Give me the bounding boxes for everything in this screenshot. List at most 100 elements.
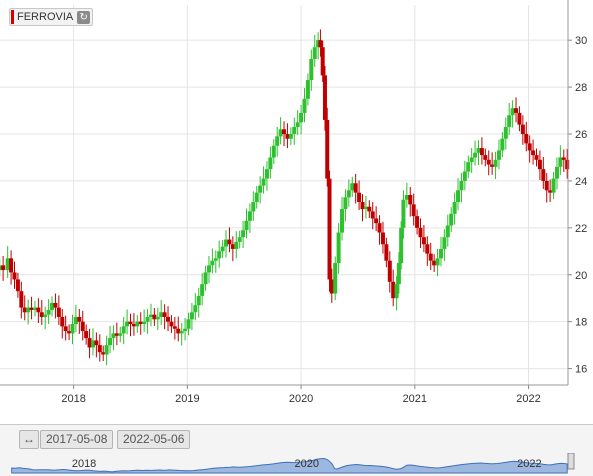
legend[interactable]: FERROVIA ↻: [9, 8, 94, 26]
candle-body: [278, 129, 283, 137]
candle-body: [282, 129, 287, 135]
candle-body: [318, 40, 323, 48]
candle-body: [524, 134, 529, 144]
candle-body: [162, 312, 167, 317]
candle-body: [210, 260, 215, 266]
candle-body: [411, 204, 416, 217]
candle-body: [288, 134, 293, 139]
navigator[interactable]: 2018 2020 2022: [0, 453, 593, 475]
candle-body: [87, 338, 92, 348]
candle-body: [43, 314, 48, 317]
y-tick-label: 28: [575, 82, 587, 94]
candle-body: [299, 112, 304, 123]
candle-body: [241, 230, 246, 238]
candle-body: [32, 307, 37, 310]
candle-body: [401, 199, 406, 228]
candle-body: [155, 316, 160, 320]
candle-body: [452, 202, 457, 214]
candle-body: [343, 197, 348, 210]
candle-body: [387, 260, 392, 282]
candle-body: [394, 284, 399, 299]
candle-body: [418, 227, 423, 238]
candle-body: [350, 183, 355, 191]
candle-body: [53, 302, 58, 308]
candle-body: [128, 321, 133, 325]
candle-body: [558, 157, 563, 167]
candle-body: [247, 211, 252, 221]
y-tick-label: 20: [575, 270, 587, 282]
candle-body: [169, 321, 174, 327]
candle-body: [370, 211, 375, 219]
candle-body: [152, 314, 157, 320]
candle-body: [449, 213, 454, 226]
candle-body: [404, 195, 409, 200]
candle-body: [172, 326, 177, 329]
candle-body: [340, 209, 345, 233]
candle-body: [73, 316, 78, 325]
candle-body: [493, 159, 498, 167]
end-date-field[interactable]: 2022-05-06: [117, 430, 191, 449]
candle-body: [203, 272, 208, 285]
navigator-handle[interactable]: [567, 453, 575, 470]
start-date-field[interactable]: 2017-05-08: [40, 430, 114, 449]
candle-body: [268, 157, 273, 170]
refresh-icon[interactable]: ↻: [77, 10, 91, 24]
candle-body: [244, 220, 249, 231]
candle-body: [486, 159, 491, 165]
candle-body: [50, 302, 55, 310]
candle-body: [541, 169, 546, 181]
candle-body: [285, 134, 290, 139]
candle-body: [374, 218, 379, 224]
candle-body: [94, 340, 99, 346]
candle-body: [90, 340, 95, 348]
navigator-area: [11, 457, 568, 474]
range-toggle-icon[interactable]: ↔: [19, 430, 39, 449]
candle-body: [166, 316, 171, 322]
candle-body: [435, 258, 440, 266]
x-tick-label: 2020: [289, 393, 313, 405]
candle-body: [384, 244, 389, 261]
candle-body: [554, 166, 559, 179]
candle-body: [264, 169, 269, 179]
candle-body: [213, 258, 218, 261]
candle-body: [29, 307, 34, 310]
candle-body: [1, 265, 6, 271]
candle-body: [186, 319, 191, 329]
candle-body: [271, 145, 276, 158]
candle-body: [0, 265, 2, 271]
candle-body: [251, 202, 256, 212]
candle-body: [77, 316, 82, 322]
y-tick-label: 18: [575, 317, 587, 329]
navigator-year-label: 2020: [294, 458, 318, 470]
candle-body: [309, 58, 314, 81]
candle-body: [353, 183, 358, 193]
candle-body: [462, 171, 467, 181]
candle-body: [200, 284, 205, 296]
candle-body: [220, 246, 225, 252]
candle-body: [510, 108, 515, 116]
candle-body: [490, 164, 495, 167]
candle-body: [261, 178, 266, 186]
candle-body: [142, 321, 147, 325]
candle-body: [360, 202, 365, 210]
candle-body: [473, 152, 478, 158]
candle-body: [302, 98, 307, 113]
x-tick-label: 2022: [516, 393, 540, 405]
candle-body: [258, 185, 263, 193]
legend-swatch: [11, 10, 14, 24]
candle-body: [60, 316, 65, 327]
candle-body: [39, 312, 44, 317]
candle-body: [193, 305, 198, 313]
candle-body: [179, 331, 184, 334]
candle-body: [292, 126, 297, 135]
candle-body: [561, 157, 566, 160]
candle-body: [224, 239, 229, 247]
candle-body: [367, 206, 372, 212]
candle-body: [466, 162, 471, 172]
x-tick-label: 2021: [403, 393, 427, 405]
candle-body: [196, 295, 201, 306]
candle-body: [514, 108, 519, 113]
candle-body: [336, 232, 341, 264]
candle-body: [114, 333, 119, 336]
